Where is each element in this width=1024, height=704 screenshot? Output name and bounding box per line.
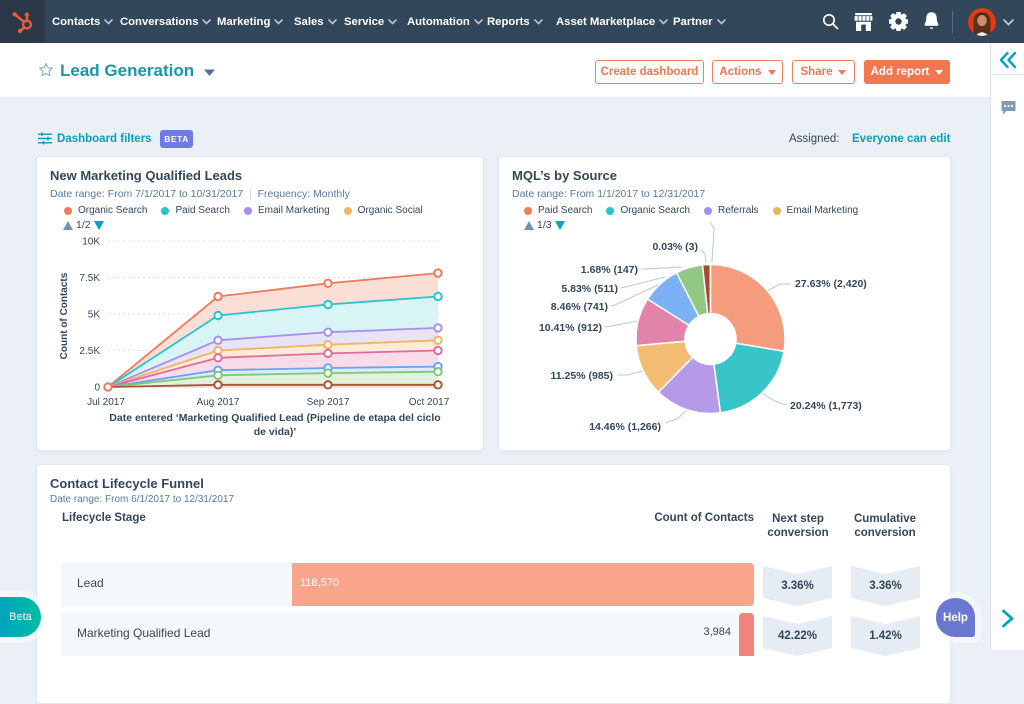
svg-text:Date entered ‘Marketing Qualif: Date entered ‘Marketing Qualified Lead (… xyxy=(109,412,440,424)
svg-text:0.03% (3): 0.03% (3) xyxy=(652,241,698,253)
svg-text:Oct 2017: Oct 2017 xyxy=(409,397,450,408)
svg-text:2.5K: 2.5K xyxy=(79,346,100,357)
svg-text:11.25% (985): 11.25% (985) xyxy=(551,370,613,382)
svg-text:0: 0 xyxy=(94,383,100,394)
svg-text:5.83% (511): 5.83% (511) xyxy=(561,283,618,295)
svg-text:5K: 5K xyxy=(88,310,101,321)
svg-text:10.41% (912): 10.41% (912) xyxy=(539,322,602,334)
svg-text:27.63% (2,420): 27.63% (2,420) xyxy=(795,278,867,290)
svg-text:20.24% (1,773): 20.24% (1,773) xyxy=(790,400,862,412)
svg-text:10K: 10K xyxy=(82,237,100,248)
svg-text:7.5K: 7.5K xyxy=(79,273,100,284)
svg-text:Aug 2017: Aug 2017 xyxy=(197,397,240,408)
svg-text:1.68% (147): 1.68% (147) xyxy=(581,264,638,276)
svg-text:14.46% (1,266): 14.46% (1,266) xyxy=(589,421,661,433)
svg-text:8.46% (741): 8.46% (741) xyxy=(551,301,608,313)
svg-text:Sep 2017: Sep 2017 xyxy=(307,397,350,408)
svg-text:Jul 2017: Jul 2017 xyxy=(87,397,125,408)
svg-text:Count of Contacts: Count of Contacts xyxy=(59,272,70,359)
svg-text:de vida)’: de vida)’ xyxy=(254,426,297,438)
